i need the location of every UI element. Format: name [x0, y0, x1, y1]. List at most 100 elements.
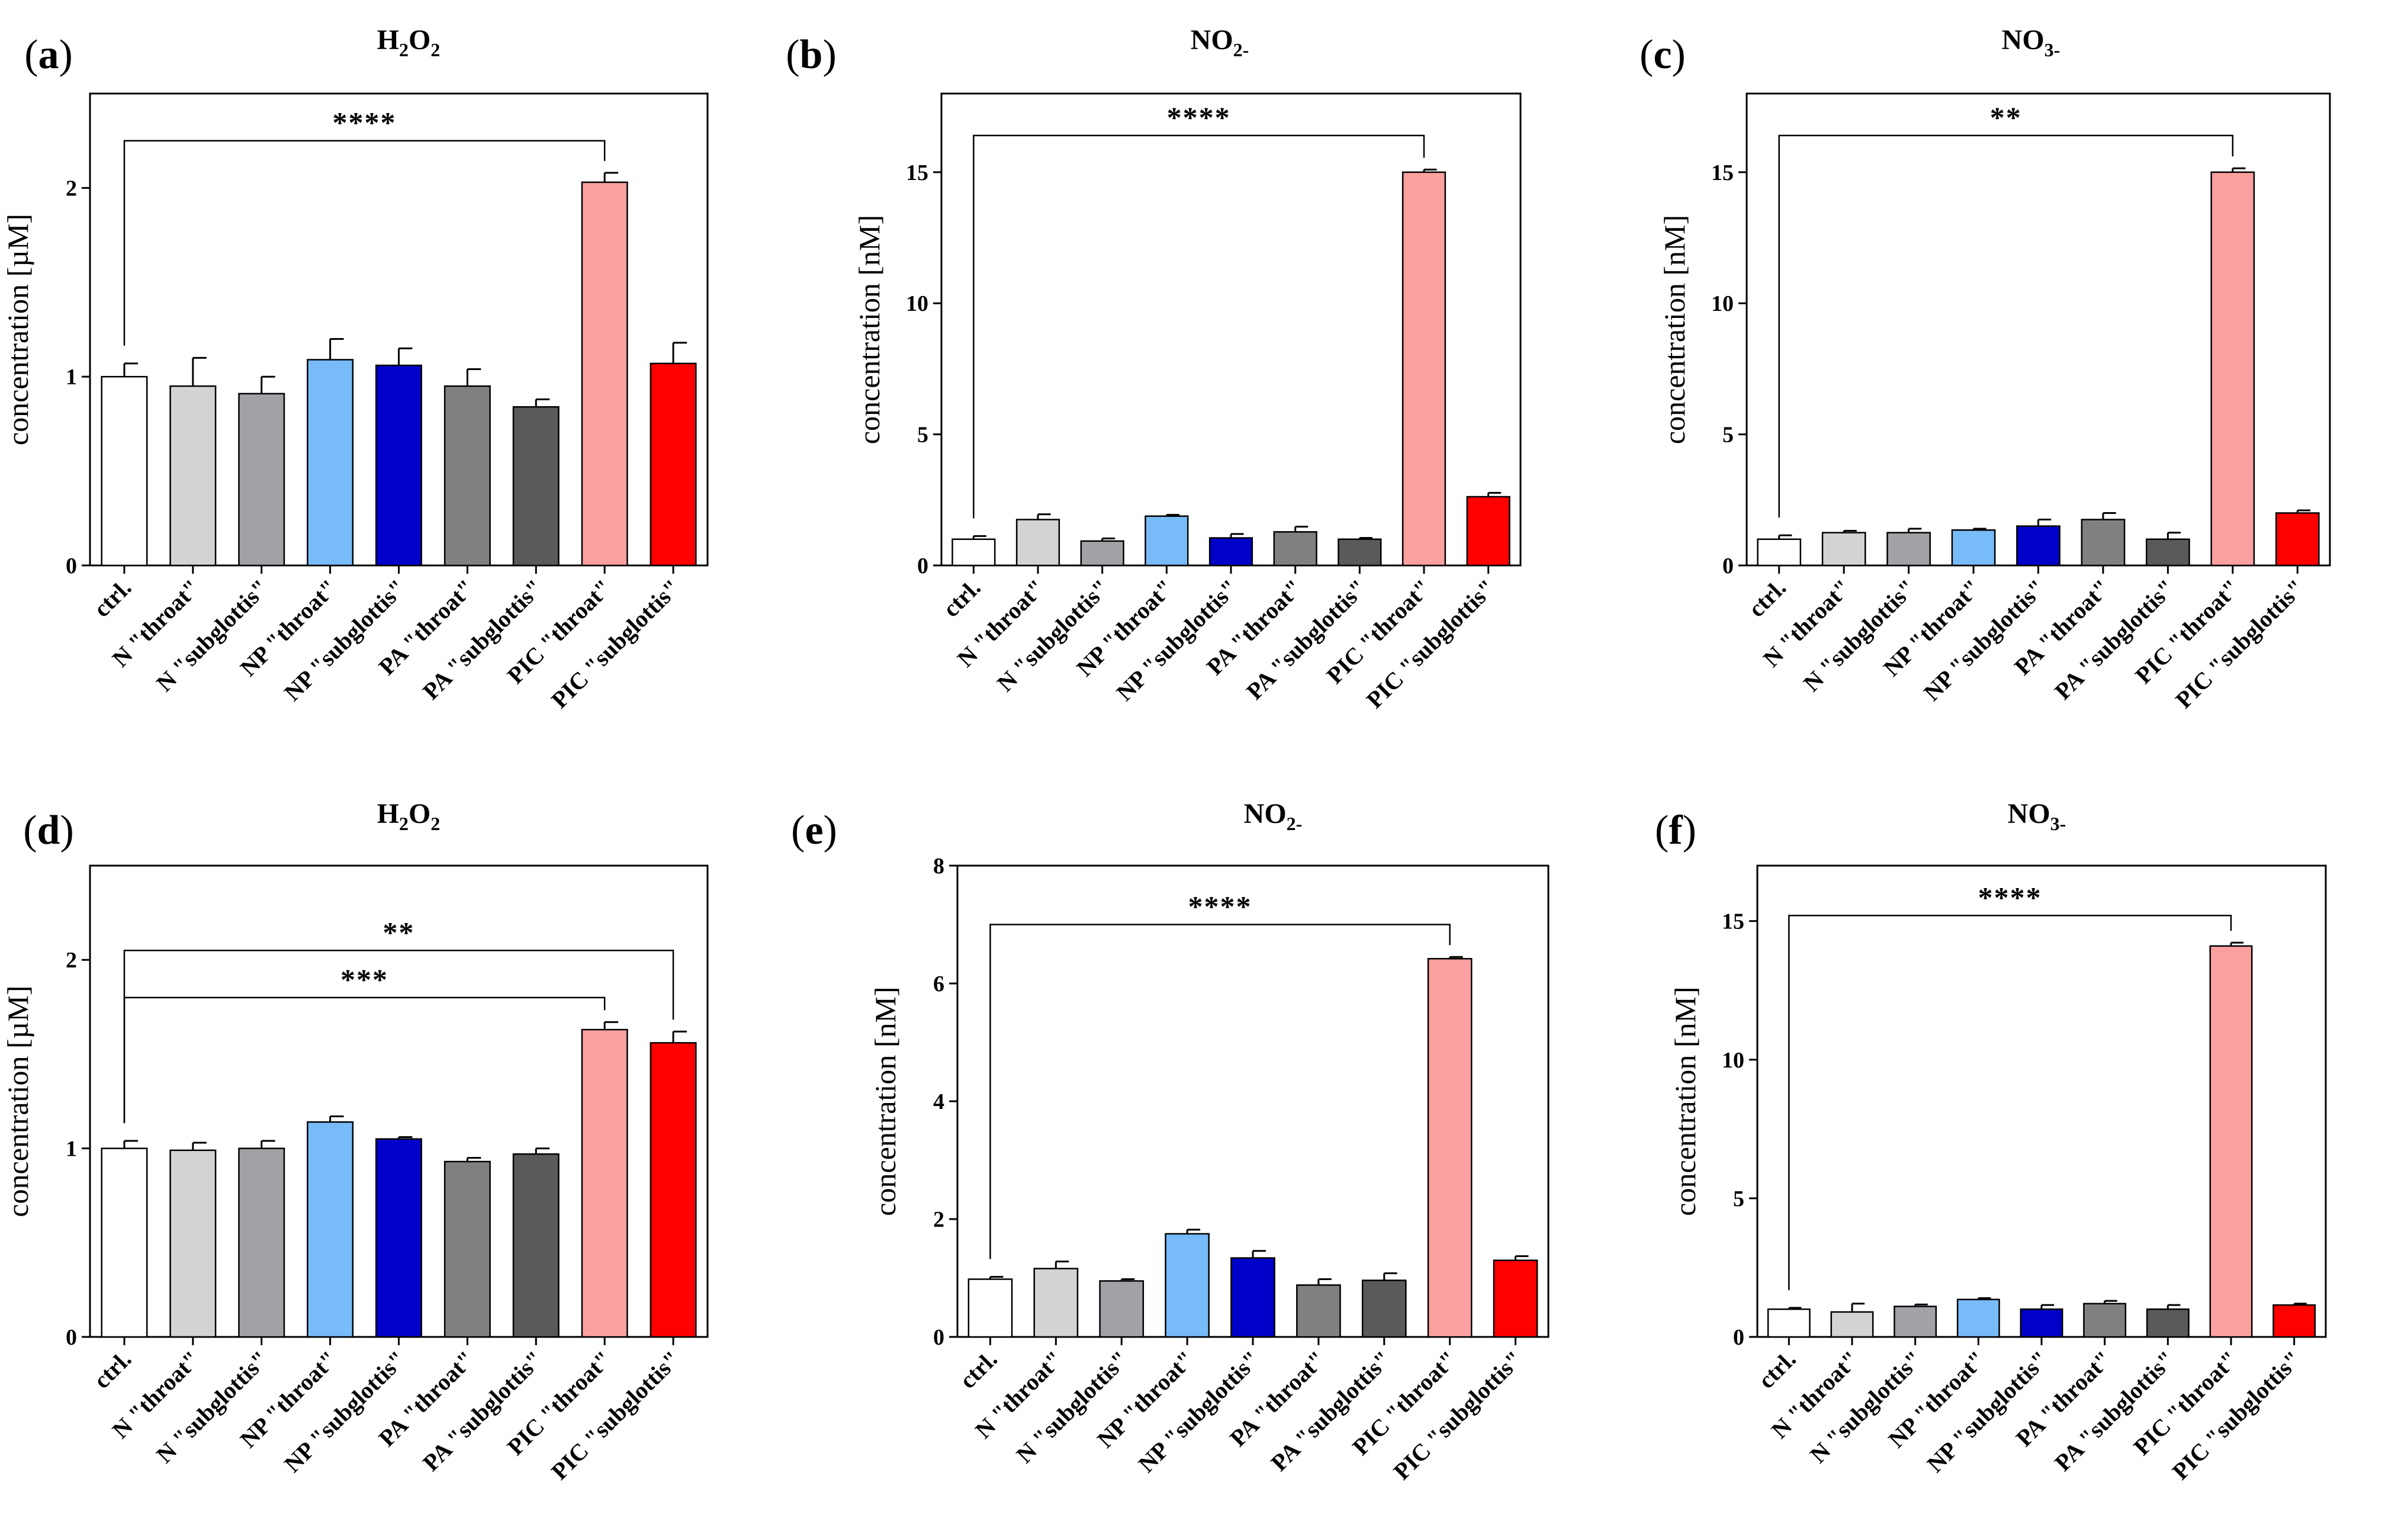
- panel-label: (f): [1655, 808, 1696, 853]
- significance-bracket: [1778, 134, 2234, 518]
- chart-title: H2O2: [377, 24, 441, 60]
- bar-pa-throat: [2083, 1303, 2127, 1338]
- x-category-label: NP "subglottis": [279, 574, 411, 706]
- bar-n-throat: [169, 385, 217, 567]
- y-axis-label: concentration [µM]: [1, 985, 34, 1217]
- y-tick-label: 6: [933, 972, 944, 996]
- y-tick-label: 5: [917, 423, 928, 448]
- bar-np-subglottis: [2016, 525, 2060, 567]
- x-category-label: ctrl.: [954, 1346, 1002, 1394]
- bar-pic-throat: [1427, 957, 1473, 1338]
- y-tick-label: 0: [1733, 1325, 1744, 1350]
- x-category-label: N "subglottis": [1798, 574, 1921, 697]
- bar-np-subglottis: [1230, 1257, 1275, 1338]
- x-category-label: PIC "subglottis": [546, 1346, 685, 1485]
- significance-bracket: [123, 140, 606, 346]
- y-tick-label: 15: [1711, 160, 1734, 185]
- y-tick-label: 10: [906, 291, 928, 316]
- bar-pic-throat: [2210, 171, 2255, 567]
- x-category-label: N "subglottis": [1011, 1346, 1134, 1468]
- y-tick-label: 2: [933, 1207, 944, 1232]
- x-category-label: N "subglottis": [1805, 1346, 1927, 1468]
- significance-bracket: [989, 924, 1451, 1259]
- y-axis-label: concentration [nM]: [853, 215, 886, 444]
- significance-label: ***: [340, 963, 388, 996]
- significance-bracket: [123, 996, 606, 1123]
- significance-label: ****: [333, 106, 397, 139]
- panel-label: (b): [786, 32, 837, 78]
- bar-np-throat: [1145, 515, 1189, 567]
- bar-pic-throat: [581, 1028, 628, 1338]
- x-category-label: N "subglottis": [992, 574, 1114, 697]
- bar-np-throat: [1951, 529, 1996, 567]
- x-category-label: ctrl.: [88, 1346, 136, 1394]
- bar-pic-subglottis: [1466, 496, 1510, 567]
- bar-pic-subglottis: [1493, 1259, 1538, 1338]
- bar-pa-subglottis: [2146, 1308, 2190, 1338]
- x-category-label: ctrl.: [88, 574, 136, 622]
- bar-ctrl: [101, 375, 148, 567]
- y-tick-label: 15: [906, 160, 928, 185]
- y-axis-label: concentration [nM]: [1658, 215, 1691, 444]
- x-category-label: NP "subglottis": [279, 1346, 411, 1478]
- panel-label: (e): [791, 808, 837, 853]
- y-axis-label: concentration [µM]: [1, 214, 34, 445]
- bar-n-subglottis: [1894, 1306, 1937, 1338]
- x-category-label: ctrl.: [1753, 1346, 1801, 1394]
- bar-n-throat: [1015, 519, 1060, 567]
- bar-ctrl: [1767, 1308, 1811, 1338]
- bar-np-throat: [1956, 1298, 2000, 1338]
- bar-pa-subglottis: [1361, 1279, 1407, 1338]
- y-axis-label: concentration [nM]: [869, 986, 902, 1216]
- bar-pa-subglottis: [1338, 538, 1382, 567]
- chart-title: NO3-: [2008, 798, 2066, 834]
- bar-pic-subglottis: [650, 1042, 697, 1338]
- x-category-label: PIC "subglottis": [546, 574, 685, 713]
- significance-label: ****: [1978, 880, 2042, 914]
- y-tick-label: 5: [1733, 1187, 1744, 1211]
- chart-title: H2O2: [377, 798, 441, 834]
- x-category-label: PA "subglottis": [417, 1346, 548, 1477]
- bar-n-subglottis: [238, 1147, 285, 1338]
- y-tick-label: 15: [1722, 909, 1744, 934]
- panel-label: (c): [1640, 32, 1686, 78]
- bar-pa-throat: [2081, 519, 2126, 567]
- bar-pa-throat: [1273, 531, 1317, 567]
- y-tick-label: 0: [1722, 554, 1734, 578]
- panel-label: (a): [24, 32, 73, 78]
- y-tick-label: 0: [66, 1325, 77, 1350]
- chart-title: NO3-: [2002, 24, 2060, 60]
- x-category-label: PA "subglottis": [1265, 1346, 1396, 1477]
- chart-title: NO2-: [1191, 24, 1249, 60]
- bar-np-subglottis: [2020, 1308, 2063, 1338]
- y-tick-label: 2: [66, 948, 77, 973]
- y-tick-label: 8: [933, 854, 944, 879]
- significance-bracket: [1788, 915, 2232, 1290]
- bar-pa-subglottis: [2146, 538, 2190, 567]
- bar-n-throat: [169, 1149, 217, 1338]
- bar-pa-throat: [1296, 1284, 1341, 1338]
- y-tick-label: 0: [933, 1325, 944, 1350]
- bar-n-subglottis: [1080, 540, 1124, 567]
- y-tick-label: 5: [1722, 423, 1734, 448]
- y-tick-label: 1: [66, 365, 77, 390]
- bar-ctrl: [951, 538, 996, 567]
- bar-np-subglottis: [375, 1138, 422, 1338]
- significance-label: **: [1990, 101, 2022, 134]
- bar-pic-throat: [581, 181, 628, 567]
- panel-label: (d): [23, 808, 74, 853]
- bar-pa-subglottis: [512, 406, 560, 567]
- x-category-label: ctrl.: [937, 574, 985, 622]
- chart-title: NO2-: [1244, 798, 1303, 834]
- bar-ctrl: [101, 1147, 148, 1338]
- y-tick-label: 2: [66, 176, 77, 201]
- y-tick-label: 10: [1722, 1048, 1744, 1073]
- y-tick-label: 0: [917, 554, 928, 578]
- bar-np-subglottis: [375, 364, 422, 567]
- y-tick-label: 1: [66, 1137, 77, 1162]
- bar-pa-throat: [443, 1160, 491, 1338]
